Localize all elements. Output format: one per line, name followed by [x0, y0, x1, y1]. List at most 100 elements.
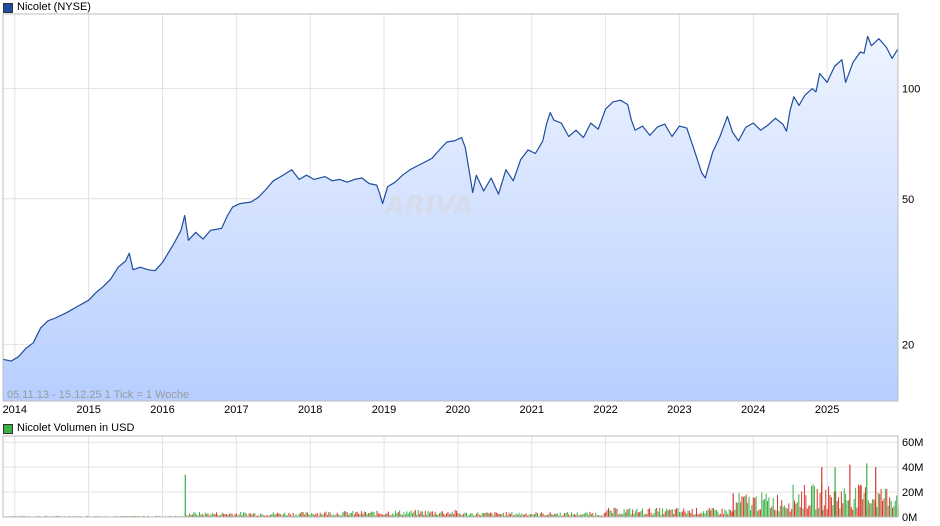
volume-bar: [771, 506, 773, 517]
x-tick-label: 2020: [446, 404, 470, 416]
volume-bar: [677, 508, 679, 517]
volume-bar: [159, 515, 161, 517]
volume-bar: [515, 513, 517, 517]
volume-bar: [424, 510, 426, 517]
volume-legend-label: Nicolet Volumen in USD: [17, 422, 135, 434]
volume-bar: [525, 513, 527, 517]
volume-bar: [654, 509, 656, 517]
volume-bar: [366, 514, 368, 517]
volume-bar: [464, 512, 466, 517]
volume-bar: [703, 511, 705, 517]
volume-bar: [566, 512, 568, 517]
volume-bar: [417, 509, 419, 517]
volume-bar: [312, 514, 314, 517]
x-tick-label: 2024: [741, 404, 765, 416]
volume-bar: [289, 514, 291, 517]
volume-bar: [433, 514, 435, 517]
volume-bar: [720, 513, 722, 517]
volume-bar: [268, 515, 270, 517]
volume-bar: [657, 511, 659, 517]
volume-bar: [757, 511, 759, 517]
volume-bar: [186, 515, 188, 517]
volume-bar: [458, 513, 460, 517]
volume-bar: [853, 498, 855, 517]
volume-bar: [350, 512, 352, 517]
volume-bar: [295, 514, 297, 517]
volume-bar: [370, 511, 372, 517]
volume-bar: [747, 502, 749, 517]
volume-bar: [829, 495, 831, 517]
volume-bar: [751, 504, 753, 517]
volume-bar: [502, 512, 504, 517]
volume-bar: [120, 515, 122, 517]
volume-bar: [241, 515, 243, 517]
volume-bar: [534, 514, 536, 517]
volume-bar: [568, 514, 570, 517]
volume-bar: [859, 485, 861, 517]
volume-bar: [304, 514, 306, 517]
volume-bar: [789, 511, 791, 517]
volume-bar: [298, 514, 300, 517]
volume-bar: [358, 513, 359, 517]
volume-bar: [673, 514, 675, 517]
volume-bar: [243, 512, 244, 517]
volume-bar: [434, 511, 436, 517]
volume-bar: [309, 515, 311, 517]
volume-bar: [441, 511, 443, 517]
volume-bar: [341, 515, 342, 517]
volume-bar: [714, 509, 716, 517]
volume-bar: [626, 509, 628, 517]
volume-bar: [633, 514, 635, 517]
volume-bar: [627, 509, 629, 517]
volume-bar: [581, 514, 582, 517]
volume-bar: [660, 514, 662, 517]
volume-y-tick-label: 60M: [902, 437, 923, 449]
volume-bar: [750, 510, 751, 517]
volume-spike-bar: [834, 467, 836, 517]
volume-bar: [18, 515, 20, 517]
volume-bar: [612, 513, 614, 517]
volume-bar: [498, 514, 500, 517]
volume-bar: [815, 509, 817, 517]
volume-bar: [456, 510, 457, 517]
volume-bar: [595, 512, 597, 517]
volume-bar: [517, 514, 519, 517]
volume-bar: [693, 514, 695, 517]
volume-bar: [813, 486, 815, 517]
volume-bar: [247, 515, 249, 517]
volume-bar: [224, 514, 226, 517]
volume-bar: [755, 496, 757, 517]
volume-bar: [421, 511, 423, 517]
volume-bar: [349, 513, 351, 517]
volume-bar: [754, 497, 756, 517]
volume-bar: [211, 512, 213, 517]
x-tick-label: 2016: [150, 404, 174, 416]
volume-spike-bar: [860, 484, 862, 517]
volume-bar: [596, 515, 598, 517]
volume-bar: [447, 512, 449, 517]
x-tick-label: 2017: [224, 404, 248, 416]
volume-bar: [843, 488, 845, 517]
volume-bar: [306, 512, 308, 517]
volume-bar: [356, 511, 358, 517]
volume-bar: [169, 515, 171, 517]
volume-bar: [880, 489, 882, 517]
volume-bar: [365, 512, 367, 517]
volume-bar: [231, 513, 233, 517]
volume-bar: [892, 507, 893, 517]
volume-bar: [850, 507, 852, 517]
volume-bar: [510, 514, 511, 517]
volume-bar: [669, 509, 670, 517]
volume-bar: [644, 513, 646, 517]
volume-bar: [446, 513, 448, 517]
volume-bar: [872, 499, 874, 517]
volume-bar: [191, 514, 193, 517]
volume-bar: [730, 510, 732, 517]
volume-bar: [132, 515, 134, 517]
volume-bar: [724, 509, 726, 517]
volume-bar: [393, 515, 395, 517]
volume-bar: [325, 511, 327, 517]
volume-bar: [741, 496, 743, 517]
volume-bar: [431, 511, 433, 517]
